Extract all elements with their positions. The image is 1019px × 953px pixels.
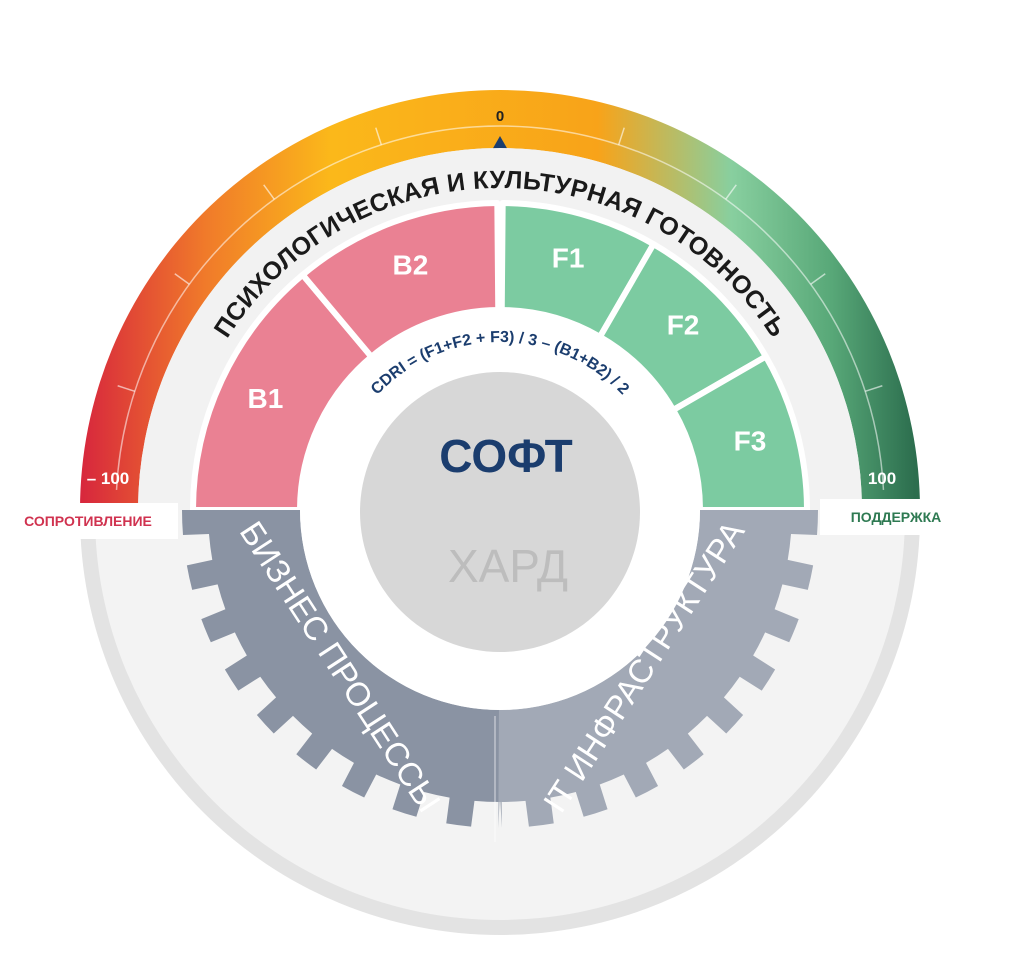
segment-f2-label: F2 [667, 309, 700, 340]
gauge-tick [174, 273, 190, 285]
segment-b2-label: B2 [393, 250, 429, 281]
gauge-tick [375, 127, 383, 146]
gauge-tick [725, 184, 737, 200]
gauge-arc [80, 90, 920, 510]
gauge-tick [617, 127, 625, 146]
scale-max-label: 100 [868, 469, 896, 488]
support-caption-box [820, 499, 960, 535]
support-caption: ПОДДЕРЖКА [851, 509, 942, 525]
segment-b1-label: B1 [248, 383, 284, 414]
it-infrastructure-gear [498, 510, 818, 828]
gauge-tick [810, 273, 826, 285]
resistance-caption: СОПРОТИВЛЕНИЕ [24, 513, 152, 529]
soft-label: СОФТ [439, 430, 572, 482]
gauge-tick [117, 385, 136, 393]
gauge-tick [263, 184, 275, 200]
segment-f1: F1 [498, 200, 657, 340]
resistance-caption-box [8, 503, 178, 539]
scale-min-label: – 100 [87, 469, 130, 488]
core-circle [360, 372, 640, 652]
gauge-tick-line [115, 125, 885, 490]
segment-f1-label: F1 [552, 243, 585, 274]
title-band [138, 148, 862, 510]
business-processes-gear [182, 510, 502, 828]
segment-f3-label: F3 [734, 425, 767, 456]
gauge-scale: 0 – 100 100 [80, 90, 920, 511]
hard-label: ХАРД [448, 540, 568, 592]
gauge-tick [864, 385, 883, 393]
zero-marker-icon [492, 136, 508, 150]
scale-zero-label: 0 [496, 108, 504, 125]
